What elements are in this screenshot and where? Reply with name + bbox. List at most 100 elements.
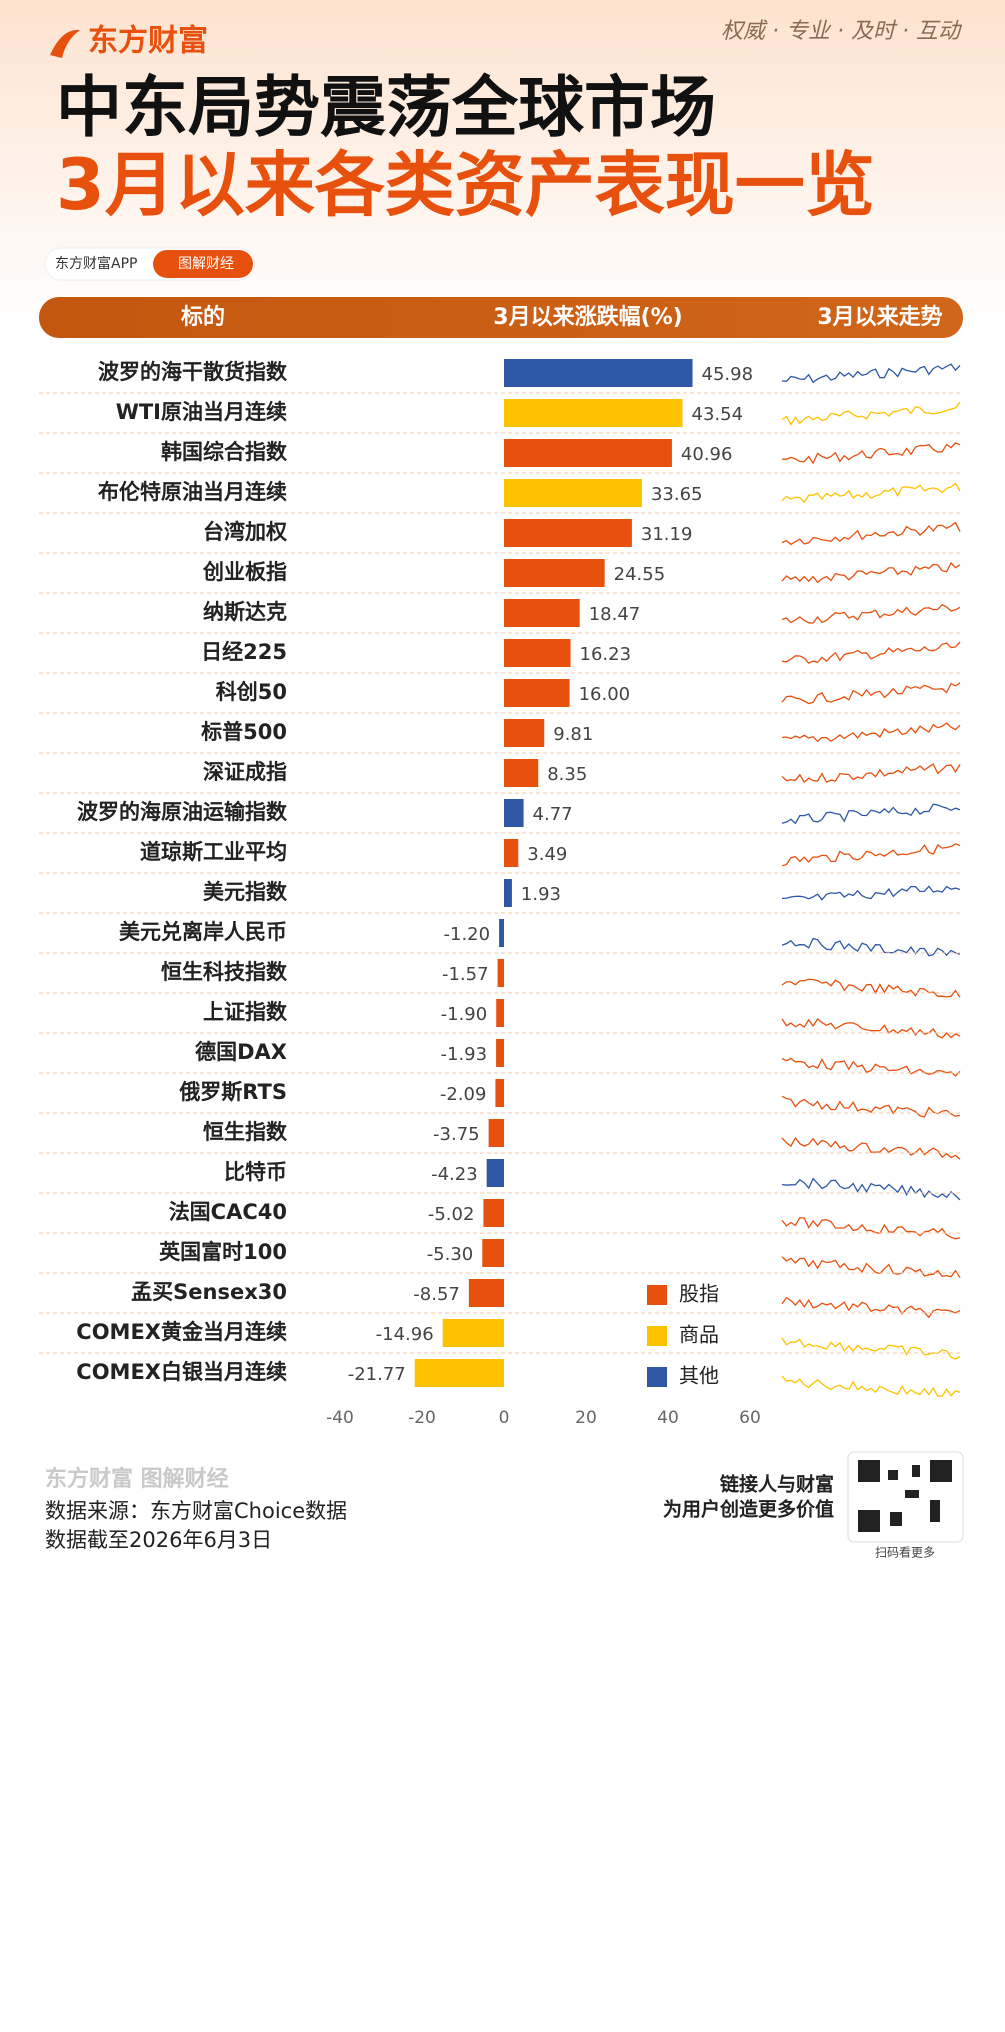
- legend-swatch: [647, 1285, 667, 1305]
- category-label: WTI原油当月连续: [116, 400, 287, 424]
- trend-sparkline: [781, 1136, 961, 1160]
- category-label: 恒生指数: [203, 1120, 288, 1144]
- trend-sparkline: [781, 1095, 961, 1118]
- value-label: 33.65: [651, 484, 703, 505]
- value-label: -1.57: [442, 964, 489, 985]
- trend-sparkline: [781, 1217, 961, 1240]
- x-tick-label: 20: [575, 1408, 597, 1428]
- brand: 东方财富: [88, 24, 208, 59]
- value-label: 3.49: [527, 844, 567, 865]
- bar: [496, 1039, 504, 1067]
- category-label: 英国富时100: [159, 1240, 287, 1264]
- category-label: 比特币: [224, 1160, 287, 1184]
- legend-label: 其他: [679, 1364, 719, 1388]
- category-label: 标普500: [201, 720, 287, 744]
- value-label: -5.30: [427, 1244, 474, 1265]
- footer-text: 为用户创造更多价值: [663, 1498, 834, 1521]
- trend-sparkline: [781, 401, 961, 426]
- category-label: 韩国综合指数: [161, 440, 288, 464]
- trend-sparkline: [781, 763, 961, 784]
- bar: [504, 519, 632, 547]
- tag-pill: [153, 250, 253, 278]
- category-label: 日经225: [201, 640, 287, 664]
- bar: [497, 959, 504, 987]
- value-label: 40.96: [681, 444, 733, 465]
- value-label: -14.96: [376, 1324, 434, 1345]
- category-label: 布伦特原油当月连续: [98, 480, 287, 504]
- trend-sparkline: [781, 1296, 961, 1319]
- bar: [504, 879, 512, 907]
- trend-sparkline: [781, 1337, 961, 1360]
- trend-sparkline: [781, 363, 961, 384]
- category-label: 深证成指: [203, 760, 287, 784]
- bar: [504, 719, 545, 747]
- trend-sparkline: [781, 843, 961, 867]
- category-label: 创业板指: [202, 560, 287, 584]
- subtitle: 3月以来各类资产表现一览: [56, 144, 875, 226]
- value-label: -3.75: [433, 1124, 480, 1145]
- x-tick-label: 0: [499, 1408, 510, 1428]
- category-label: 波罗的海干散货指数: [98, 360, 288, 384]
- qr-pattern: [858, 1460, 952, 1532]
- category-label: 恒生科技指数: [161, 960, 288, 984]
- tag: 图解财经: [178, 256, 234, 272]
- trend-sparkline: [781, 482, 961, 504]
- bar: [504, 799, 524, 827]
- slogan: 权威 · 专业 · 及时 · 互动: [721, 19, 963, 44]
- trend-sparkline: [781, 521, 961, 546]
- value-label: -5.02: [428, 1204, 475, 1225]
- trend-sparkline: [781, 803, 961, 825]
- app-name: 东方财富APP: [55, 255, 137, 272]
- category-label: 纳斯达克: [203, 600, 287, 624]
- category-label: 道琼斯工业平均: [140, 840, 287, 864]
- bar: [482, 1239, 504, 1267]
- trend-sparkline: [781, 937, 961, 957]
- footer-text: 链接人与财富: [720, 1473, 834, 1496]
- value-label: 1.93: [521, 884, 561, 905]
- bar: [468, 1279, 504, 1307]
- bar: [504, 759, 539, 787]
- category-label: 美元指数: [203, 880, 288, 904]
- category-label: 科创50: [216, 680, 287, 704]
- category-label: 德国DAX: [195, 1040, 287, 1064]
- value-label: -2.09: [440, 1084, 487, 1105]
- trend-sparkline: [781, 1375, 961, 1397]
- bar: [504, 839, 519, 867]
- value-label: 9.81: [553, 724, 593, 745]
- legend-label: 股指: [679, 1282, 719, 1306]
- bar: [483, 1199, 504, 1227]
- bar: [414, 1359, 504, 1387]
- column-header: 标的: [181, 304, 225, 330]
- column-header: 3月以来走势: [817, 304, 942, 330]
- legend-label: 商品: [679, 1323, 719, 1347]
- value-label: 31.19: [641, 524, 693, 545]
- bar: [442, 1319, 504, 1347]
- trend-sparkline: [781, 603, 961, 624]
- bar: [486, 1159, 504, 1187]
- brand-icon: [50, 29, 80, 58]
- category-label: 法国CAC40: [169, 1200, 287, 1224]
- title: 中东局势震荡全球市场: [56, 69, 716, 146]
- legend-swatch: [647, 1326, 667, 1346]
- bar: [504, 399, 683, 427]
- value-label: -1.20: [444, 924, 491, 945]
- x-tick-label: -20: [408, 1408, 436, 1428]
- bar: [504, 639, 571, 667]
- footer-text: 数据来源：东方财富Choice数据: [45, 1499, 347, 1523]
- legend-swatch: [647, 1367, 667, 1387]
- bar: [504, 559, 605, 587]
- category-label: COMEX黄金当月连续: [76, 1320, 287, 1344]
- value-label: 18.47: [589, 604, 641, 625]
- column-header: 3月以来涨跌幅(%): [493, 305, 682, 330]
- category-label: COMEX白银当月连续: [76, 1360, 287, 1384]
- category-label: 台湾加权: [203, 520, 287, 544]
- value-label: -21.77: [348, 1364, 406, 1385]
- footer-text: 东方财富 图解财经: [45, 1466, 229, 1492]
- trend-sparkline: [781, 561, 961, 584]
- value-label: 16.23: [580, 644, 632, 665]
- trend-sparkline: [781, 885, 961, 901]
- header-bar: [39, 297, 963, 338]
- value-label: 45.98: [702, 364, 754, 385]
- value-label: 24.55: [614, 564, 666, 585]
